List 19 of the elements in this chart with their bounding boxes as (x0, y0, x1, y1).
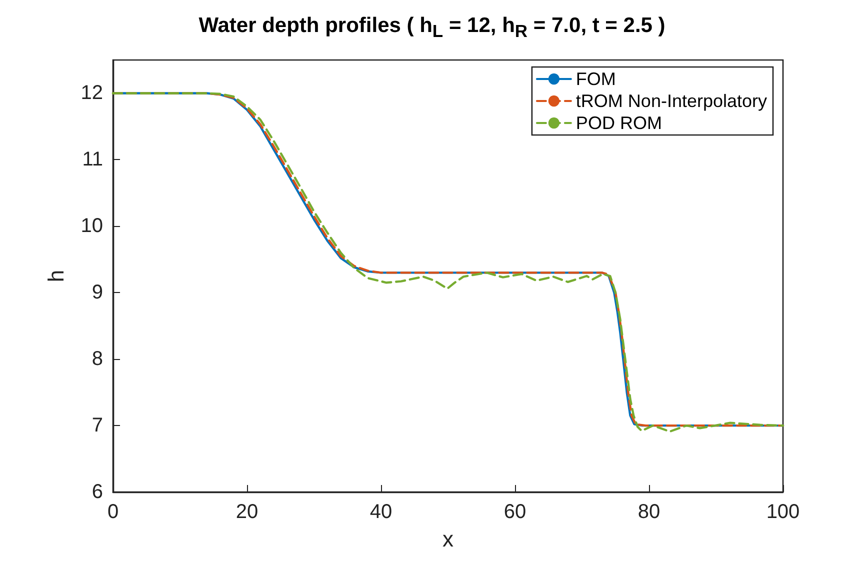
y-tick-label: 10 (80, 215, 103, 238)
x-tick-label: 40 (370, 501, 392, 523)
x-tick-label: 80 (638, 501, 660, 523)
y-tick-label: 8 (92, 348, 103, 370)
x-tick-label: 60 (504, 501, 526, 523)
x-tick-label: 20 (236, 501, 258, 523)
x-tick-label: 0 (107, 501, 119, 523)
y-tick-label: 9 (92, 282, 103, 304)
y-tick-label: 11 (82, 148, 103, 171)
y-tick-label: 12 (80, 82, 103, 104)
legend-label: POD ROM (576, 113, 662, 133)
x-axis-title: x (442, 526, 454, 552)
legend-label: FOM (576, 69, 616, 89)
x-tick-label: 100 (766, 501, 800, 523)
y-tick-label: 7 (92, 414, 103, 437)
legend-label: tROM Non-Interpolatory (576, 91, 768, 111)
y-tick-label: 6 (92, 481, 103, 503)
y-axis-title: h (44, 270, 68, 282)
chart-title: Water depth profiles ( h$_{L}$ = 12, h$_{R}$ = 7.0, t = 2.5 ) (198, 14, 666, 42)
